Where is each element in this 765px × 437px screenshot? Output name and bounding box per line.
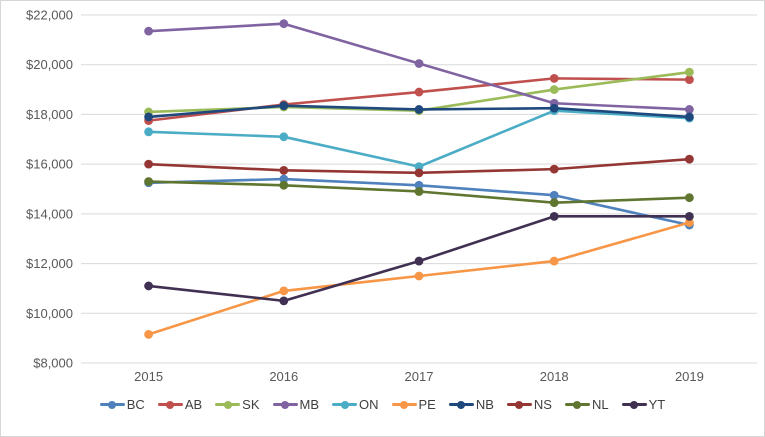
- legend-marker-icon: [99, 400, 125, 410]
- data-point-yt: [414, 256, 424, 266]
- legend-label: NS: [533, 397, 552, 412]
- x-axis-tick-label: 2019: [675, 369, 704, 384]
- x-axis-tick-label: 2016: [269, 369, 298, 384]
- legend-marker-icon: [157, 400, 183, 410]
- data-point-mb: [685, 105, 694, 114]
- y-axis-tick-label: $14,000: [26, 206, 73, 221]
- legend-marker-icon: [564, 400, 590, 410]
- data-point-nb: [414, 105, 424, 114]
- legend-item-ab: AB: [157, 397, 203, 412]
- legend-marker-icon: [506, 400, 532, 410]
- y-axis-tick-label: $22,000: [26, 8, 73, 23]
- data-point-ns: [685, 154, 694, 164]
- legend-marker-icon: [332, 400, 358, 410]
- data-point-nl: [549, 198, 559, 208]
- legend-label: MB: [299, 397, 320, 412]
- data-point-ns: [549, 164, 559, 174]
- legend-marker-icon: [448, 400, 474, 410]
- data-point-pe: [685, 218, 694, 227]
- data-point-nb: [549, 103, 559, 113]
- legend-marker-icon: [621, 400, 647, 410]
- y-axis-tick-label: $16,000: [26, 157, 73, 172]
- data-point-nl: [279, 180, 289, 190]
- legend-marker-icon: [391, 400, 417, 410]
- data-point-sk: [685, 67, 694, 77]
- data-point-nb: [144, 112, 154, 122]
- data-point-yt: [549, 211, 559, 221]
- data-point-nb: [279, 101, 289, 111]
- legend-label: AB: [184, 397, 203, 412]
- legend-label: YT: [648, 397, 666, 412]
- data-point-yt: [144, 281, 154, 291]
- legend-label: PE: [418, 397, 436, 412]
- data-point-yt: [685, 211, 694, 221]
- series-line-on: [147, 109, 691, 168]
- x-axis-tick-label: 2018: [540, 369, 569, 384]
- legend-item-nl: NL: [564, 397, 609, 412]
- legend-label: NB: [475, 397, 494, 412]
- data-point-on: [144, 127, 154, 137]
- y-axis-tick-label: $18,000: [26, 107, 73, 122]
- legend-label: BC: [126, 397, 145, 412]
- legend-item-pe: PE: [391, 397, 436, 412]
- data-point-yt: [279, 296, 289, 306]
- legend-label: SK: [242, 397, 260, 412]
- legend-item-on: ON: [332, 397, 379, 412]
- data-point-ab: [549, 73, 559, 83]
- y-axis-tick-label: $10,000: [26, 306, 73, 321]
- legend-marker-icon: [272, 400, 298, 410]
- data-point-nl: [144, 177, 154, 186]
- data-point-mb: [414, 59, 424, 68]
- data-point-nb: [685, 112, 694, 122]
- data-point-on: [279, 132, 289, 142]
- legend-marker-icon: [215, 400, 241, 410]
- data-point-mb: [279, 19, 289, 29]
- legend-item-bc: BC: [99, 397, 145, 412]
- data-point-ab: [414, 87, 424, 97]
- data-point-bc: [414, 180, 424, 190]
- legend-label: NL: [591, 397, 609, 412]
- legend-item-mb: MB: [272, 397, 320, 412]
- data-point-ns: [414, 168, 424, 178]
- x-axis-tick-label: 2015: [134, 369, 163, 384]
- chart-legend: BC AB SK MB ON PE NB NS NL YT: [1, 397, 764, 412]
- data-point-bc: [279, 174, 289, 184]
- data-point-pe: [144, 330, 154, 339]
- legend-item-ns: NS: [506, 397, 552, 412]
- data-point-mb: [144, 26, 154, 36]
- y-axis-tick-label: $8,000: [33, 356, 73, 371]
- data-point-on: [414, 162, 424, 172]
- legend-item-sk: SK: [215, 397, 260, 412]
- data-point-nl: [685, 193, 694, 203]
- data-point-ns: [279, 165, 289, 175]
- data-point-nl: [414, 187, 424, 196]
- data-point-pe: [279, 286, 289, 296]
- data-point-pe: [549, 256, 559, 266]
- y-axis-tick-label: $12,000: [26, 256, 73, 271]
- x-axis-tick-label: 2017: [405, 369, 434, 384]
- data-point-ns: [144, 159, 154, 169]
- data-point-sk: [549, 85, 559, 94]
- data-point-pe: [414, 271, 424, 281]
- y-axis-tick-label: $20,000: [26, 57, 73, 72]
- data-point-bc: [549, 190, 559, 200]
- data-point-ab: [685, 75, 694, 85]
- legend-label: ON: [359, 397, 379, 412]
- legend-item-nb: NB: [448, 397, 494, 412]
- legend-item-yt: YT: [621, 397, 666, 412]
